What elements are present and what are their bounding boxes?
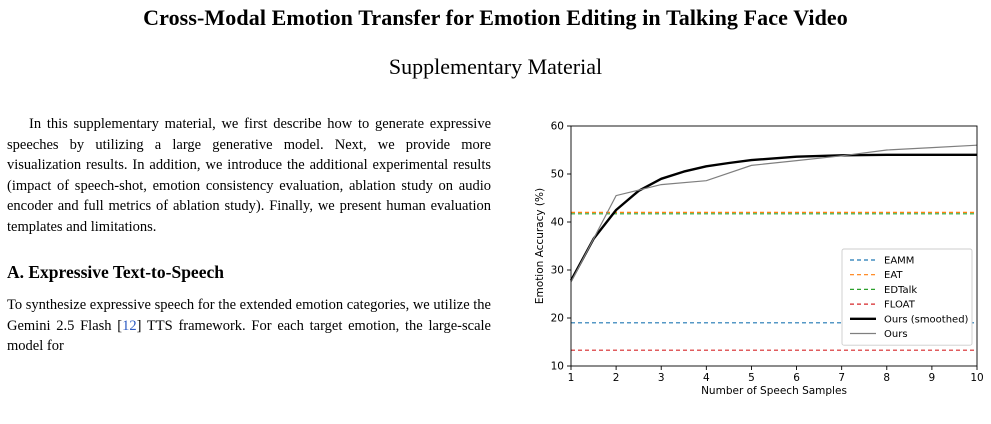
section-a-text-2: ] TTS framework. For each target emotion…	[7, 317, 491, 355]
x-tick-label: 2	[613, 372, 620, 384]
legend-box	[841, 248, 973, 346]
section-a-paragraph: To synthesize expressive speech for the …	[7, 295, 491, 357]
intro-paragraph: In this supplementary material, we first…	[7, 116, 491, 235]
y-tick-label: 40	[551, 217, 564, 229]
y-tick-label: 10	[551, 361, 564, 373]
left-column: In this supplementary material, we first…	[7, 114, 491, 357]
x-tick-label: 4	[703, 372, 710, 384]
y-tick-label: 30	[551, 265, 564, 277]
x-tick-label: 9	[929, 372, 936, 384]
x-axis-label: Number of Speech Samples	[701, 385, 847, 397]
paper-subtitle: Supplementary Material	[388, 54, 603, 79]
series-line	[569, 153, 977, 282]
paper-title: Cross-Modal Emotion Transfer for Emotion…	[143, 5, 848, 30]
y-tick-label: 20	[551, 313, 564, 325]
legend-label: EAT	[884, 270, 903, 281]
x-tick-label: 1	[568, 372, 575, 384]
x-tick-label: 8	[883, 372, 890, 384]
legend-label: EDTalk	[884, 285, 917, 296]
section-heading: A. Expressive Text-to-Speech	[7, 261, 224, 282]
x-tick-label: 5	[748, 372, 755, 384]
x-tick-label: 6	[793, 372, 800, 384]
x-tick-label: 3	[658, 372, 665, 384]
citation-link[interactable]: 12	[122, 317, 137, 334]
y-tick-label: 50	[551, 169, 564, 181]
y-axis-label: Emotion Accuracy (%)	[534, 188, 546, 304]
x-tick-label: 7	[838, 372, 845, 384]
accuracy-chart: 1 2 3 4 5 6 7 8 9 10 10 20 30 40 50 60 Number of Speech …	[520, 116, 985, 406]
plot-frame	[570, 125, 978, 367]
legend-label: FLOAT	[884, 300, 916, 311]
x-tick-label: 10	[970, 372, 983, 384]
y-tick-label: 60	[551, 121, 564, 133]
series-line	[570, 144, 978, 283]
chart-svg: 1 2 3 4 5 6 7 8 9 10 10 20 30 40 50 60 Number of Speech …	[534, 121, 984, 398]
section-a-text-1: To synthesize expressive speech for the …	[7, 297, 491, 334]
legend-label: Ours (smoothed)	[884, 314, 969, 325]
legend-label: Ours	[884, 329, 908, 340]
legend-label: EAMM	[884, 256, 914, 267]
